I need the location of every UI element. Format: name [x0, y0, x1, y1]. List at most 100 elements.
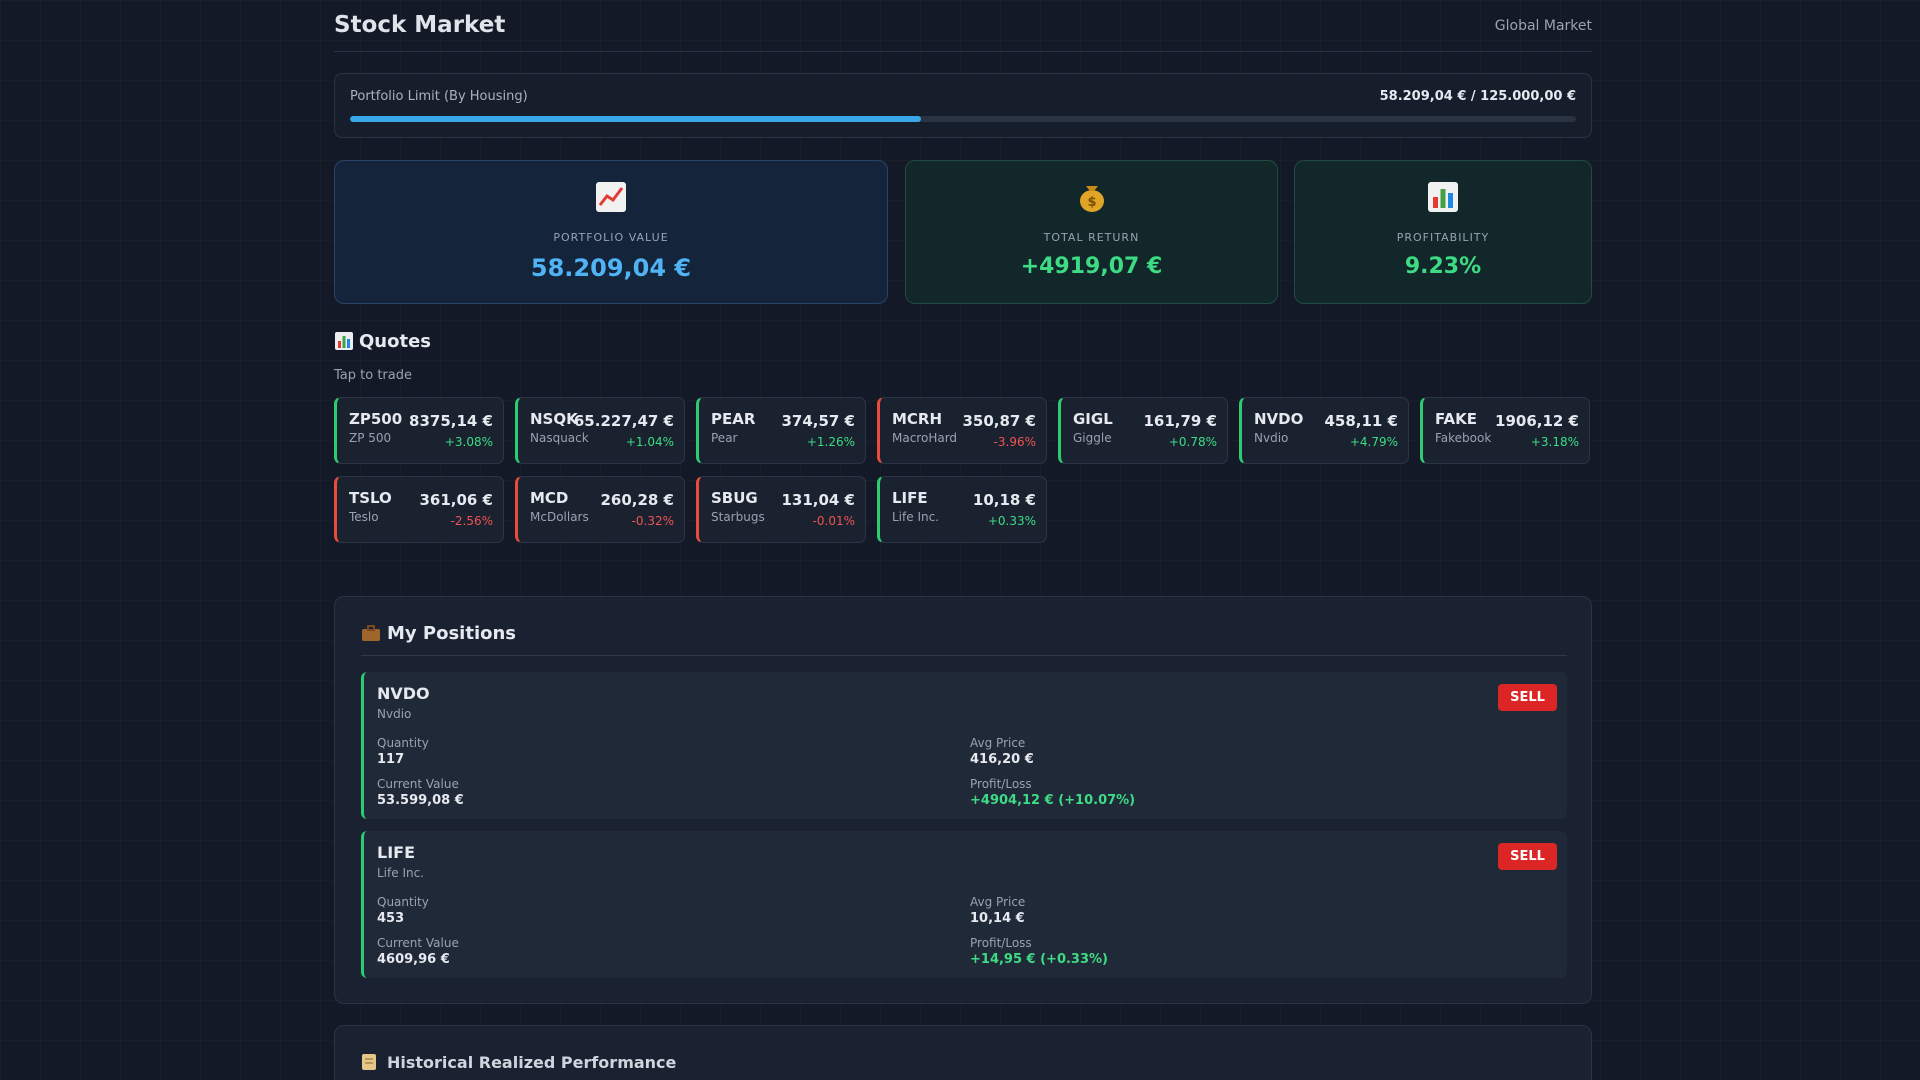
quote-price: 131,04 €: [781, 491, 855, 509]
quote-price: 361,06 €: [419, 491, 493, 509]
quote-card[interactable]: SBUG Starbugs 131,04 € -0.01%: [696, 476, 866, 543]
limit-card: Portfolio Limit (By Housing) 58.209,04 €…: [334, 73, 1592, 138]
field-label: Profit/Loss: [970, 936, 1032, 950]
quote-card[interactable]: ZP500 ZP 500 8375,14 € +3.08%: [334, 397, 504, 464]
progress-track: [350, 116, 1576, 122]
stat-label: TOTAL RETURN: [1043, 231, 1140, 244]
stat-label: PROFITABILITY: [1396, 231, 1490, 244]
quote-symbol: TSLO: [349, 489, 392, 507]
quote-card[interactable]: GIGL Giggle 161,79 € +0.78%: [1058, 397, 1228, 464]
quote-price: 8375,14 €: [409, 412, 493, 430]
field-value: +14,95 € (+0.33%): [970, 952, 1108, 967]
quote-change: +0.78%: [1168, 435, 1217, 449]
quote-symbol: ZP500: [349, 410, 403, 428]
quote-name: ZP 500: [349, 431, 392, 445]
limit-label: Portfolio Limit (By Housing): [350, 89, 528, 104]
quote-price: 458,11 €: [1324, 412, 1398, 430]
section-title: Quotes: [359, 331, 432, 352]
sell-button[interactable]: SELL: [1498, 843, 1557, 870]
field-label: Quantity: [377, 895, 429, 909]
field-value: 4609,96 €: [377, 952, 450, 967]
field-label: Avg Price: [970, 736, 1026, 750]
field-value: 453: [377, 911, 405, 926]
icon: [596, 182, 626, 212]
field-value: 117: [377, 752, 405, 767]
quote-name: McDollars: [530, 510, 589, 524]
quote-symbol: PEAR: [711, 410, 756, 428]
divider: [334, 51, 1592, 52]
stat-label: PORTFOLIO VALUE: [553, 231, 669, 244]
quote-card[interactable]: NSQK Nasquack 65.227,47 € +1.04%: [515, 397, 685, 464]
quote-price: 161,79 €: [1143, 412, 1217, 430]
quote-name: Pear: [711, 431, 738, 445]
field-label: Profit/Loss: [970, 777, 1032, 791]
positions-panel: My Positions NVDO Nvdio SELL Quantity 117 Avg…: [334, 596, 1592, 1004]
quote-name: MacroHard: [892, 431, 958, 445]
page-title: Stock Market: [334, 12, 506, 38]
position-symbol: LIFE: [377, 843, 416, 862]
progress-fill: [350, 116, 921, 122]
icon: [362, 1054, 376, 1070]
field-value: +4904,12 € (+10.07%): [970, 793, 1136, 808]
quote-symbol: SBUG: [711, 489, 758, 507]
quote-symbol: MCD: [530, 489, 569, 507]
quote-name: Fakebook: [1435, 431, 1492, 445]
field-value: 416,20 €: [970, 752, 1034, 767]
quote-change: -2.56%: [450, 514, 493, 528]
stat-value: 9.23%: [1404, 254, 1482, 279]
divider: [361, 655, 1567, 656]
quote-name: Giggle: [1073, 431, 1112, 445]
quote-name: Starbugs: [711, 510, 765, 524]
quote-symbol: NSQK: [530, 410, 578, 428]
quote-change: +3.08%: [444, 435, 493, 449]
stat-value: 58.209,04 €: [530, 254, 692, 282]
svg-text:$: $: [1087, 195, 1096, 210]
quote-name: Nasquack: [530, 431, 589, 445]
stat-card: $ TOTAL RETURN +4919,07 €: [905, 160, 1278, 304]
stat-card: PROFITABILITY 9.23%: [1294, 160, 1592, 304]
field-label: Avg Price: [970, 895, 1026, 909]
quote-card[interactable]: MCD McDollars 260,28 € -0.32%: [515, 476, 685, 543]
quote-symbol: GIGL: [1073, 410, 1113, 428]
position-name: Life Inc.: [377, 866, 424, 880]
stat-value: +4919,07 €: [1020, 254, 1163, 279]
quote-price: 1906,12 €: [1495, 412, 1579, 430]
sell-button[interactable]: SELL: [1498, 684, 1557, 711]
field-value: 53.599,08 €: [377, 793, 464, 808]
quote-name: Teslo: [349, 510, 379, 524]
quote-card[interactable]: LIFE Life Inc. 10,18 € +0.33%: [877, 476, 1047, 543]
icon: [1428, 182, 1458, 212]
quote-price: 260,28 €: [600, 491, 674, 509]
field-label: Quantity: [377, 736, 429, 750]
section-title: Historical Realized Performance: [387, 1053, 677, 1072]
position-card: NVDO Nvdio SELL Quantity 117 Avg Price 416,20 …: [361, 672, 1567, 819]
quote-change: +4.79%: [1349, 435, 1398, 449]
quote-symbol: MCRH: [892, 410, 943, 428]
quote-change: -0.32%: [631, 514, 674, 528]
quote-card[interactable]: NVDO Nvdio 458,11 € +4.79%: [1239, 397, 1409, 464]
quote-change: +0.33%: [987, 514, 1036, 528]
quote-card[interactable]: TSLO Teslo 361,06 € -2.56%: [334, 476, 504, 543]
quote-symbol: FAKE: [1435, 410, 1478, 428]
quote-name: Life Inc.: [892, 510, 939, 524]
position-card: LIFE Life Inc. SELL Quantity 453 Avg Price 10,…: [361, 831, 1567, 978]
field-value: 10,14 €: [970, 911, 1025, 926]
position-symbol: NVDO: [377, 684, 430, 703]
field-label: Current Value: [377, 936, 459, 950]
quote-change: +1.26%: [806, 435, 855, 449]
quote-change: +1.04%: [625, 435, 674, 449]
quote-symbol: LIFE: [892, 489, 928, 507]
quote-card[interactable]: PEAR Pear 374,57 € +1.26%: [696, 397, 866, 464]
quote-price: 10,18 €: [972, 491, 1036, 509]
quote-name: Nvdio: [1254, 431, 1289, 445]
quote-price: 65.227,47 €: [573, 412, 674, 430]
quote-symbol: NVDO: [1254, 410, 1304, 428]
icon: $: [1079, 186, 1104, 212]
icon: [335, 332, 353, 350]
quote-card[interactable]: MCRH MacroHard 350,87 € -3.96%: [877, 397, 1047, 464]
quote-card[interactable]: FAKE Fakebook 1906,12 € +3.18%: [1420, 397, 1590, 464]
field-label: Current Value: [377, 777, 459, 791]
position-name: Nvdio: [377, 707, 412, 721]
hint: Tap to trade: [334, 368, 412, 383]
